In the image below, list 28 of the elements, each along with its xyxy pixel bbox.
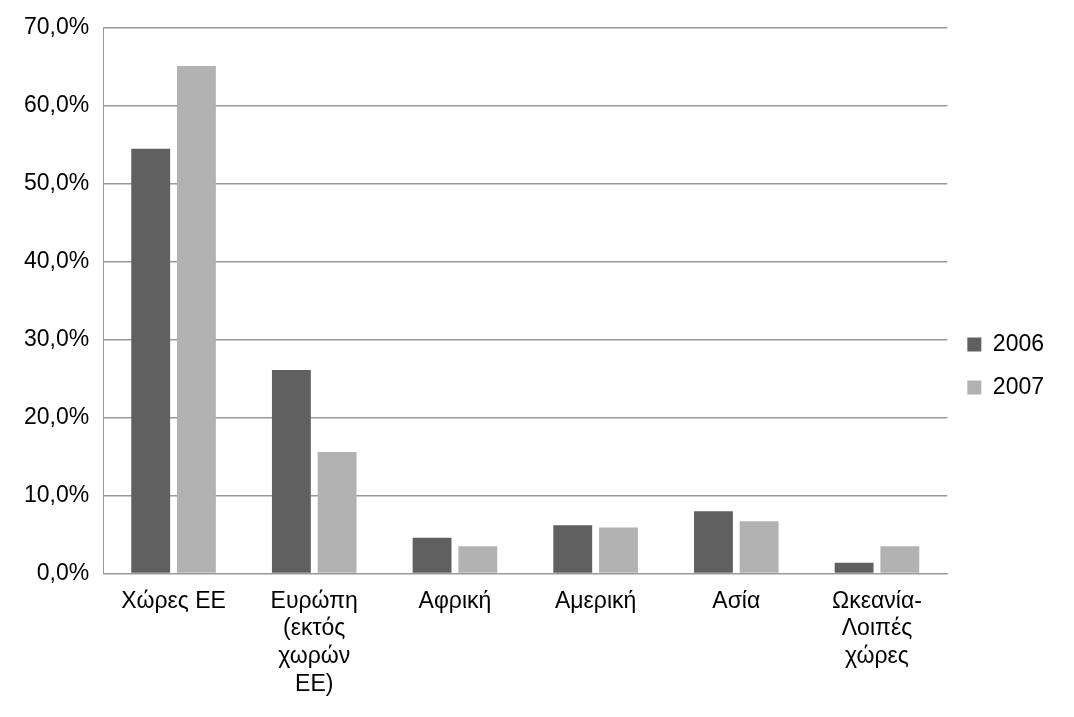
bar	[834, 562, 874, 573]
bar	[317, 451, 357, 573]
bar	[412, 537, 452, 573]
x-tick-label: Χώρες ΕΕ	[121, 586, 226, 613]
y-tick-label: 70,0%	[24, 13, 90, 40]
bar	[458, 546, 498, 573]
legend-label: 2007	[992, 372, 1045, 399]
bar	[553, 525, 593, 573]
bar	[694, 511, 733, 573]
y-tick-label: 0,0%	[36, 558, 90, 585]
x-tick-label: Ασία	[712, 586, 761, 613]
bar	[739, 521, 779, 573]
y-tick-label: 20,0%	[24, 403, 90, 429]
y-tick-label: 40,0%	[24, 247, 90, 274]
x-tick-label: Ευρώπη (εκτός χωρών ΕΕ)	[270, 586, 358, 696]
bar	[599, 527, 638, 573]
bar	[271, 370, 311, 573]
bar	[176, 66, 216, 573]
y-tick-label: 50,0%	[24, 169, 90, 196]
x-tick-label: Αμερική	[554, 586, 637, 613]
legend-label: 2006	[992, 329, 1045, 356]
x-tick-label: Ωκεανία-Λοιπές χώρες	[832, 586, 922, 668]
y-tick-label: 30,0%	[24, 325, 90, 352]
y-tick-label: 60,0%	[24, 91, 90, 118]
bar	[131, 148, 171, 573]
x-tick-label: Αφρική	[418, 586, 492, 613]
y-tick-label: 10,0%	[24, 480, 90, 507]
bar	[880, 546, 920, 573]
